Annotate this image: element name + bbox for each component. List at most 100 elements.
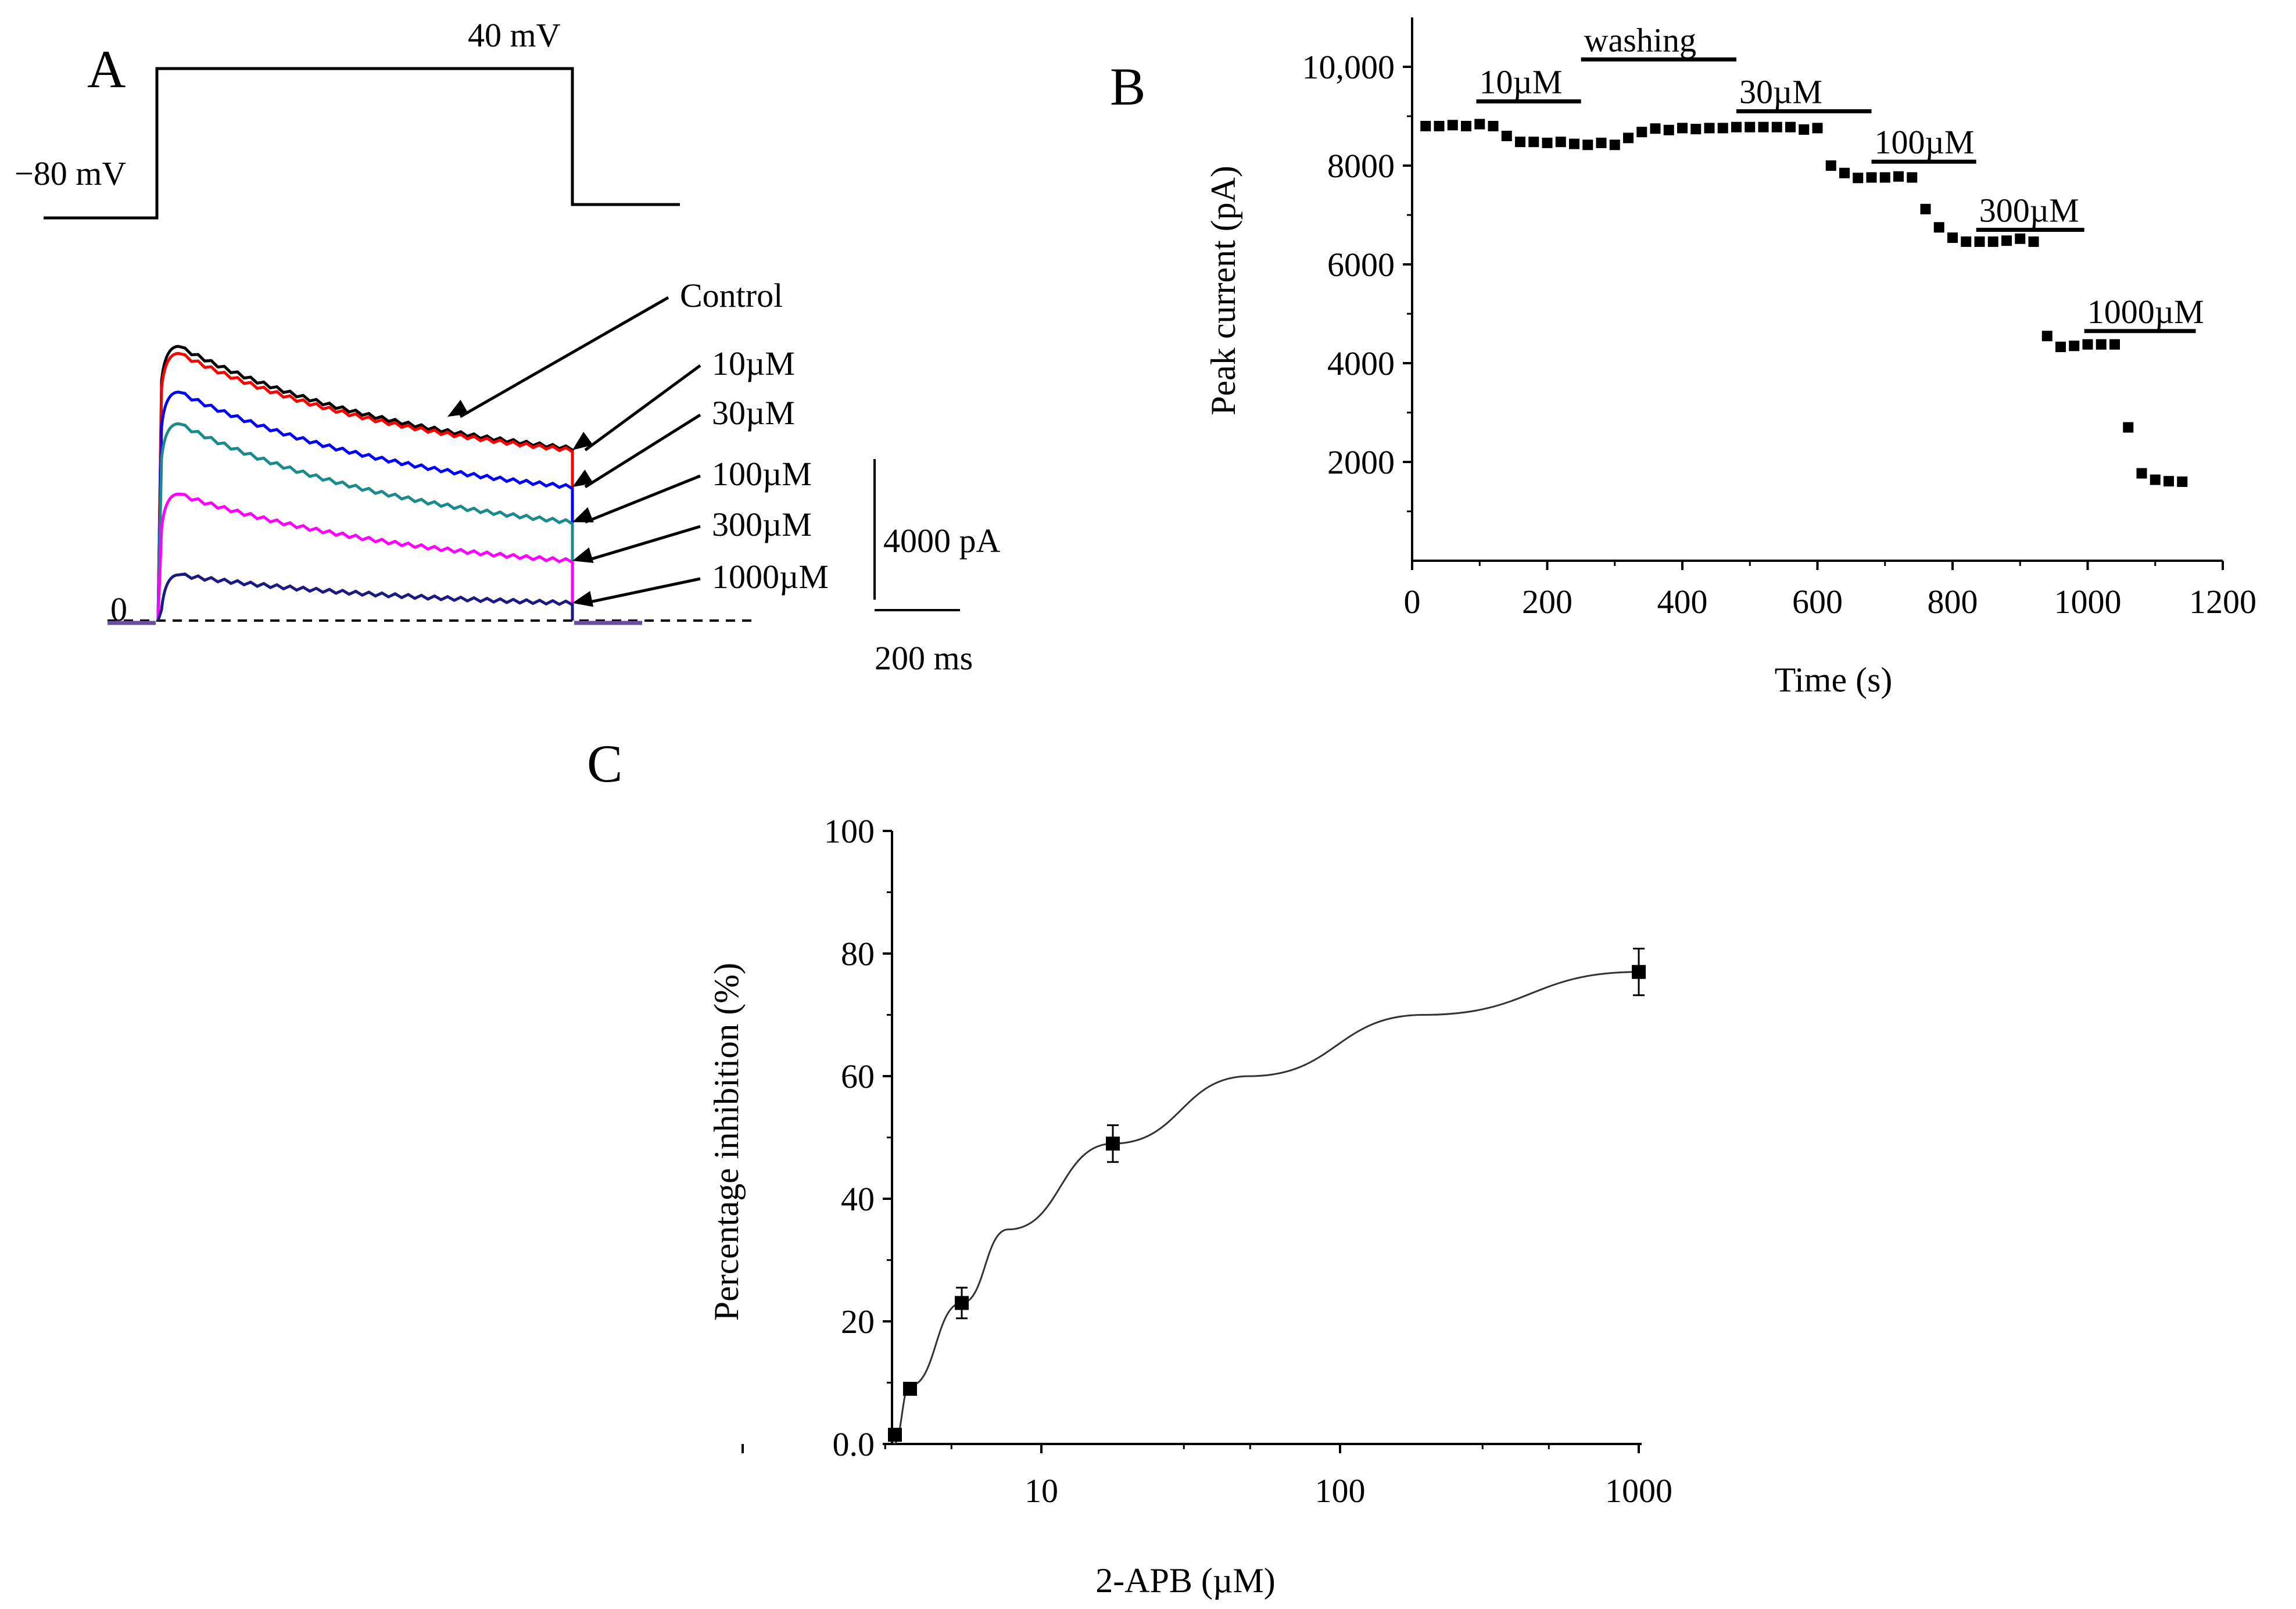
current-traces: Control 10µM 30µM 100µM 300µM 1000µM: [108, 277, 829, 625]
b-data-point: [2001, 235, 2012, 246]
b-treatment-label: 300µM: [1979, 192, 2079, 230]
panel-b-letter: B: [1110, 57, 1145, 116]
b-x-tick-label: 1000: [2054, 583, 2122, 621]
b-y-tick-label: 8000: [1327, 147, 1395, 185]
b-data-point: [1920, 203, 1931, 214]
b-data-point: [1474, 119, 1485, 130]
trace-100um: [156, 422, 574, 621]
b-data-point: [2177, 476, 2188, 487]
panel-a-letter: A: [87, 40, 126, 99]
c-y-tick-label: 80: [841, 935, 875, 973]
series-label: 1000µM: [712, 558, 829, 596]
b-data-point: [1771, 121, 1782, 132]
b-x-tick-label: 800: [1928, 583, 1978, 621]
b-treatment-label: washing: [1584, 21, 1696, 59]
b-data-point: [2123, 422, 2134, 433]
b-y-axis-title: Peak current (pA): [1204, 166, 1242, 415]
c-data-point: [888, 1428, 902, 1442]
b-data-point: [1501, 131, 1512, 141]
b-treatment-label: 10µM: [1479, 63, 1562, 101]
b-data-point: [1758, 121, 1769, 132]
b-data-point: [1947, 232, 1958, 243]
b-data-point: [1785, 121, 1796, 132]
label-arrow: [585, 525, 701, 562]
c-y-axis-title: Percentage inhibition (%): [707, 963, 746, 1321]
b-data-point: [1745, 121, 1756, 132]
c-x-tick-label: 1000: [1605, 1472, 1672, 1510]
b-x-axis-title: Time (s): [1775, 661, 1893, 699]
b-data-point: [2028, 236, 2039, 247]
b-data-point: [1488, 121, 1499, 131]
b-data-point: [1420, 121, 1431, 131]
c-data-point: [955, 1296, 969, 1310]
b-data-point: [2164, 476, 2174, 487]
b-y-tick-label: 4000: [1327, 345, 1395, 382]
b-data-point: [1663, 124, 1674, 135]
b-data-point: [1825, 160, 1836, 171]
b-data-point: [1650, 123, 1661, 134]
b-data-point: [2096, 339, 2107, 350]
b-y-tick-label: 6000: [1327, 246, 1395, 284]
arrow-head: [572, 507, 594, 522]
arrow-head: [572, 432, 593, 450]
c-fit-curve: [893, 971, 1639, 1445]
c-y-tick-label: 20: [841, 1303, 875, 1341]
b-treatment-label: 30µM: [1739, 73, 1822, 111]
arrow-head: [572, 591, 594, 607]
b-data-point: [1907, 172, 1918, 183]
b-data-point: [1434, 121, 1445, 131]
c-data-point: [1106, 1137, 1120, 1151]
b-data-point: [1933, 222, 1944, 233]
b-data-point: [1582, 139, 1593, 150]
b-data-point: [1961, 236, 1972, 247]
c-data-point: [1632, 965, 1646, 979]
trace-30um: [156, 390, 574, 621]
c-x-tick-label: 100: [1315, 1472, 1366, 1510]
b-data-point: [1636, 127, 1647, 138]
c-data-point: [903, 1382, 917, 1396]
b-data-point: [2069, 341, 2080, 352]
trace-300um: [156, 492, 574, 621]
c-y-tick-label: 0.0: [833, 1425, 875, 1463]
panel-c: C 0.0 20 40 60 80 100 10 100 1000 2-APB (µM) Per…: [587, 734, 1672, 1600]
b-data-point: [1690, 124, 1702, 135]
label-arrow: [584, 364, 701, 451]
label-arrow: [584, 413, 701, 489]
voltage-protocol-trace: [44, 67, 680, 220]
holding-voltage-label: −80 mV: [15, 155, 126, 192]
b-x-tick-label: 600: [1792, 583, 1843, 621]
b-data-point: [2015, 233, 2026, 244]
label-arrow: [585, 577, 701, 605]
b-data-point: [2150, 474, 2161, 485]
b-x-tick-label: 400: [1657, 583, 1708, 621]
arrow-head: [572, 470, 594, 488]
series-label: 10µM: [712, 345, 795, 382]
c-y-tick-label: 40: [841, 1180, 875, 1218]
c-x-tick-label: 10: [1025, 1472, 1058, 1510]
trace-1000um: [156, 572, 574, 621]
time-scale-label: 200 ms: [875, 639, 973, 677]
b-data-point: [2082, 339, 2093, 350]
c-x-axis-title: 2-APB (µM): [1095, 1561, 1276, 1600]
series-label: 100µM: [712, 455, 812, 493]
b-x-tick-label: 1200: [2189, 583, 2256, 621]
b-data-point: [1515, 137, 1525, 148]
trace-control: [156, 345, 574, 621]
panel-a: A −80 mV 40 mV 0 Control10µM30µM100µM300…: [15, 16, 1001, 677]
b-data-point: [1609, 139, 1620, 150]
c-y-tick-label: 100: [824, 812, 875, 850]
b-data-point: [1542, 137, 1553, 148]
b-data-point: [1893, 171, 1904, 182]
b-data-point: [1866, 172, 1877, 183]
b-data-point: [1704, 123, 1715, 134]
b-data-point: [1731, 121, 1742, 132]
b-x-tick-label: 200: [1522, 583, 1573, 621]
b-data-point: [1717, 123, 1728, 134]
b-data-point: [1974, 236, 1985, 247]
b-data-point: [1799, 124, 1810, 135]
b-data-point: [1853, 173, 1864, 184]
b-data-point: [1447, 120, 1458, 131]
c-y-tick-label: 60: [841, 1058, 875, 1095]
b-data-point: [2109, 339, 2120, 350]
